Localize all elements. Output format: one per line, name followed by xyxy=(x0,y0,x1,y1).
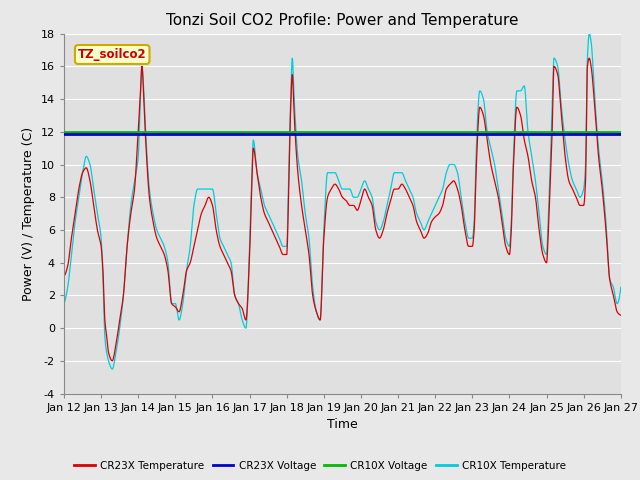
Y-axis label: Power (V) / Temperature (C): Power (V) / Temperature (C) xyxy=(22,127,35,300)
Legend: CR23X Temperature, CR23X Voltage, CR10X Voltage, CR10X Temperature: CR23X Temperature, CR23X Voltage, CR10X … xyxy=(70,456,570,475)
Text: TZ_soilco2: TZ_soilco2 xyxy=(78,48,147,61)
Title: Tonzi Soil CO2 Profile: Power and Temperature: Tonzi Soil CO2 Profile: Power and Temper… xyxy=(166,13,518,28)
X-axis label: Time: Time xyxy=(327,418,358,431)
